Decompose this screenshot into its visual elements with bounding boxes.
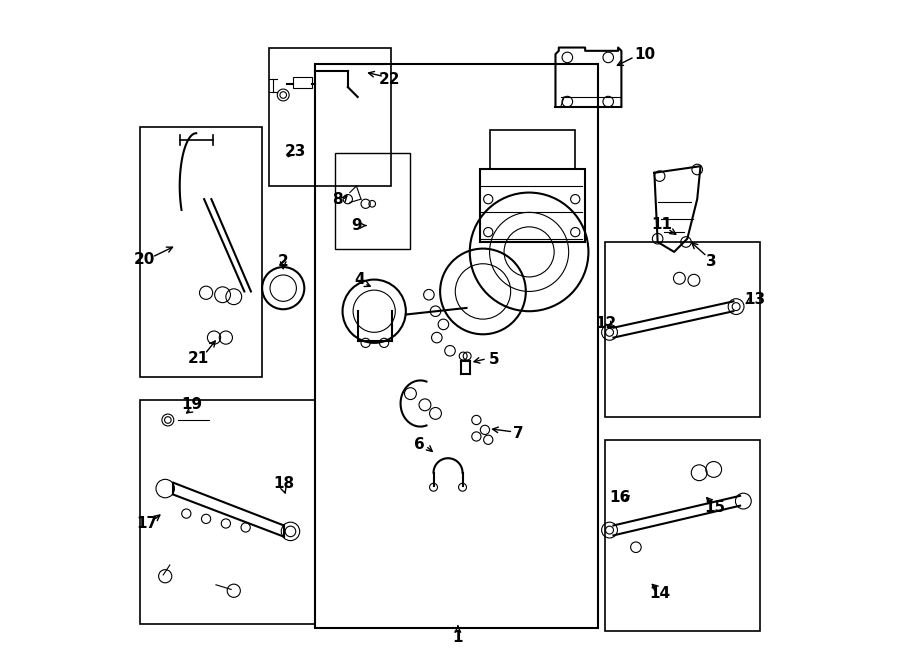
Text: 20: 20 — [133, 252, 155, 267]
Text: 2: 2 — [278, 254, 289, 269]
Text: 11: 11 — [652, 216, 673, 232]
Text: 4: 4 — [355, 272, 365, 287]
Text: 16: 16 — [609, 490, 631, 504]
Bar — [605, 440, 760, 631]
Bar — [315, 64, 598, 628]
Text: 6: 6 — [414, 437, 425, 452]
Text: 15: 15 — [705, 500, 725, 515]
Text: 5: 5 — [489, 352, 500, 367]
Bar — [490, 130, 575, 169]
Text: 23: 23 — [284, 144, 306, 158]
Text: 10: 10 — [634, 46, 655, 62]
Bar — [480, 169, 585, 242]
Text: 3: 3 — [706, 254, 717, 269]
Text: 12: 12 — [595, 316, 616, 330]
Bar — [140, 126, 262, 377]
Text: 1: 1 — [453, 630, 464, 645]
Text: 19: 19 — [181, 397, 202, 412]
Bar — [605, 242, 760, 416]
Bar — [335, 153, 410, 249]
Text: 8: 8 — [333, 192, 343, 207]
Text: 9: 9 — [351, 218, 362, 233]
Text: 17: 17 — [136, 516, 158, 531]
Text: 14: 14 — [649, 586, 670, 601]
Text: 21: 21 — [187, 351, 209, 366]
Bar — [269, 48, 391, 186]
Text: 13: 13 — [744, 292, 765, 307]
Bar — [293, 77, 311, 89]
Bar — [140, 401, 315, 624]
Text: 18: 18 — [274, 477, 294, 491]
Text: 7: 7 — [513, 426, 524, 441]
Text: 22: 22 — [379, 71, 400, 87]
